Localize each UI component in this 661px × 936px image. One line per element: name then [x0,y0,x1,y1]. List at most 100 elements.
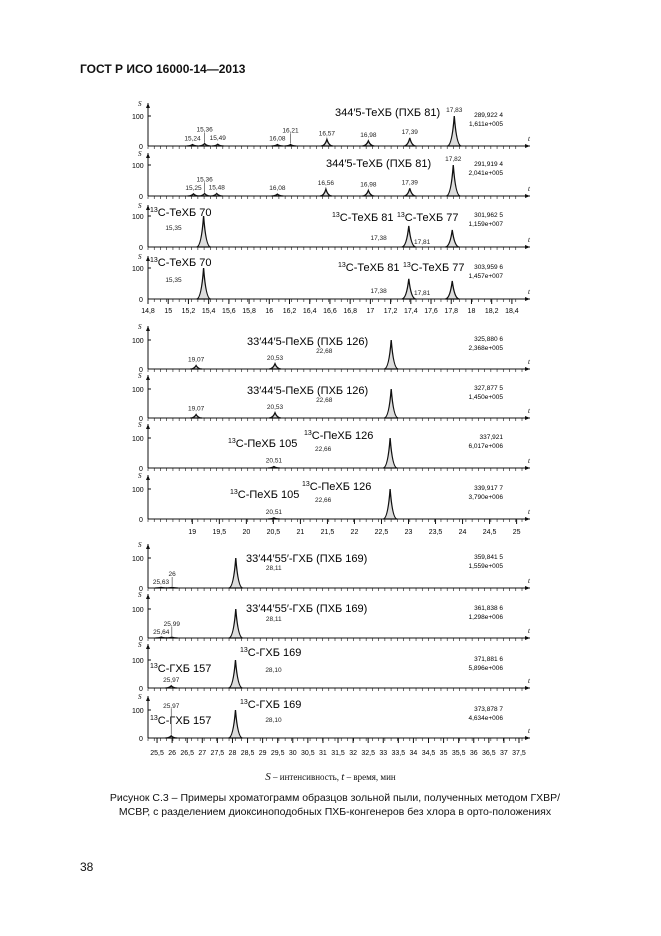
y-axis-symbol: S [138,541,142,549]
peak-retention-label: 20,53 [267,355,284,362]
x-tick-label: 20,5 [267,529,281,536]
chromatogram-peak [403,137,416,147]
peak-retention-label: 28,11 [266,616,282,623]
x-axis-symbol: t [528,577,531,585]
y-tick-label-0: 0 [139,517,143,524]
x-tick-label: 17,6 [424,308,438,315]
signal-intensity: 2,041e+005 [468,170,503,177]
chromatogram-peak [446,164,461,197]
mass-to-charge: 339,917 7 [474,485,503,492]
y-axis-symbol: S [138,202,142,210]
isotope-superscript: 13 [150,257,158,264]
x-tick-label: 33 [379,750,387,757]
isotope-superscript: 13 [302,481,310,488]
compound-name: C-ГХБ 157 [158,663,212,675]
signal-intensity: 4,634e+006 [468,715,503,722]
chromatogram-peak [445,280,460,300]
y-axis-arrow-icon [146,594,150,599]
chromatogram-peak [401,278,416,300]
chromatogram-peak [268,361,282,370]
x-axis-symbol: t [528,627,531,635]
t-description: – время, мин [344,772,396,782]
peak-retention-label: 28,10 [265,717,282,724]
chromatogram-peak [267,517,280,520]
peak-retention-label: 15,24 [184,136,201,143]
chromatogram-peak [267,465,280,469]
y-tick-label-100: 100 [132,487,144,494]
chromatogram-peak [210,192,223,197]
y-axis-symbol: S [138,253,142,261]
peak-retention-label: 22,68 [316,397,333,404]
x-tick-label: 24,5 [483,529,497,536]
peak-retention-label: 17,38 [371,288,388,295]
y-axis-symbol: S [138,693,142,701]
peak-retention-label: 17,81 [414,290,431,297]
y-tick-label-100: 100 [132,266,144,273]
compound-name: C-ТеХБ 70 [158,257,212,269]
x-axis-arrow-icon [525,466,530,470]
chromatogram-peak [165,684,178,689]
y-axis-arrow-icon [146,644,150,649]
peak-retention-label: 25,97 [163,677,180,684]
y-tick-label-0: 0 [139,736,143,743]
isotope-superscript: 13 [240,699,248,706]
compound-label: 13C-ТеХБ 77 [397,212,458,224]
x-tick-label: 26 [168,750,176,757]
x-axis-arrow-icon [525,736,530,740]
x-axis-arrow-icon [525,636,530,640]
isotope-superscript: 13 [240,647,248,654]
chromatogram-peak [284,143,297,147]
chromatogram-peak [166,586,179,589]
y-axis-symbol: S [138,372,142,380]
x-axis-arrow-icon [525,194,530,198]
x-tick-label: 16,2 [283,308,297,315]
chromatogram-peak [198,142,211,147]
x-tick-label: 31,5 [331,750,345,757]
chromatogram-peak [382,488,398,520]
compound-name: C-ПеХБ 126 [310,481,372,493]
peak-retention-label: 19,07 [188,357,205,364]
mass-to-charge: 325,880 6 [474,336,503,343]
peak-retention-label: 20,51 [266,458,283,465]
isotope-superscript: 13 [332,212,340,219]
peak-retention-label: 22,68 [316,348,333,355]
y-tick-label-100: 100 [132,708,144,715]
y-tick-label-0: 0 [139,586,143,593]
x-tick-label: 18,4 [505,308,519,315]
y-tick-label-0: 0 [139,297,143,304]
signal-intensity: 2,368e+005 [468,345,503,352]
peak-retention-label: 15,48 [209,185,226,192]
y-axis-arrow-icon [146,544,150,549]
peak-retention-label: 28,11 [266,565,282,572]
peak-retention-label: 20,53 [267,404,284,411]
compound-name: C-ПеХБ 105 [238,489,300,501]
y-axis-arrow-icon [146,326,150,331]
isotope-superscript: 13 [150,663,158,670]
peak-retention-label: 25,99 [164,621,181,628]
page-number: 38 [80,860,94,874]
peak-retention-label: 28,10 [265,667,282,674]
y-axis-arrow-icon [146,205,150,210]
signal-intensity: 1,450e+005 [468,394,503,401]
signal-intensity: 5,896e+006 [468,665,503,672]
x-axis-arrow-icon [525,144,530,148]
x-tick-label: 26,5 [180,750,194,757]
compound-name: C-ГХБ 169 [248,699,302,711]
x-axis-symbol: t [528,236,531,244]
mass-to-charge: 303,959 6 [474,264,503,271]
isotope-superscript: 13 [150,207,158,214]
y-tick-label-100: 100 [132,607,144,614]
x-tick-label: 32,5 [361,750,375,757]
x-axis-symbol: t [528,407,531,415]
x-tick-label: 24 [459,529,467,536]
peak-retention-label: 17,81 [414,239,431,246]
isotope-superscript: 13 [230,489,238,496]
y-tick-label-100: 100 [132,658,144,665]
x-tick-label: 17,8 [444,308,458,315]
chromatogram-peak [190,364,203,370]
peak-retention-label: 16,98 [360,181,377,188]
x-axis-symbol: t [528,185,531,193]
mass-to-charge: 373,878 7 [474,706,503,713]
x-tick-label: 15,8 [242,308,256,315]
y-axis-arrow-icon [146,256,150,261]
